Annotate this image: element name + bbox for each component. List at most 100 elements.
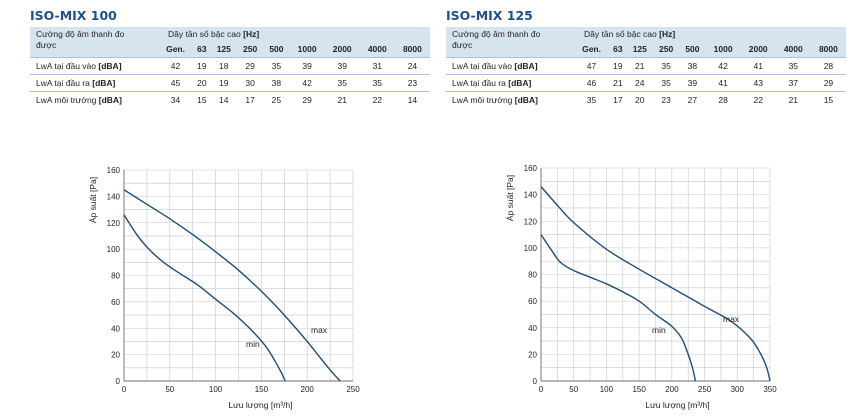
table-header-row: Cường độ âm thanh đo được Dãy tần số bậc…: [446, 27, 846, 58]
row-label-text: LwA tại đầu vào: [36, 61, 97, 71]
col-header: 8000: [394, 41, 430, 58]
series-label-min: min: [246, 339, 260, 349]
cell: 35: [359, 74, 395, 92]
cell: 19: [609, 57, 627, 75]
cell: 35: [324, 74, 360, 92]
freq-unit: [Hz]: [659, 29, 676, 39]
col-header: 2000: [324, 41, 360, 58]
row-unit: [dBA]: [98, 95, 122, 105]
sound-table: Cường độ âm thanh đo được Dãy tần số bậc…: [30, 27, 430, 108]
col-header: 500: [263, 41, 290, 58]
col-header: 250: [652, 41, 680, 58]
chart-1: 0 50 100 150 200 250 300 350 0 20 40 60 80 100 120 140 1…: [505, 164, 777, 410]
cell: 20: [626, 91, 653, 108]
col-header: Gen.: [158, 41, 194, 58]
col-header: 125: [626, 41, 653, 58]
y-tick-label: 120: [107, 219, 121, 228]
col-header: 63: [609, 41, 627, 58]
cell: 42: [705, 57, 741, 75]
cell: 42: [289, 74, 325, 92]
y-tick-label: 80: [111, 272, 120, 281]
cell: 15: [810, 91, 846, 108]
x-axis-label: Lưu lượng [m³/h]: [645, 400, 709, 410]
table-columns-row: Gen. 63 125 250 500 1000 2000 4000 8000: [30, 41, 430, 58]
x-tick-label: 200: [665, 385, 679, 394]
x-tick-label: 150: [632, 385, 646, 394]
table-columns-row: Gen. 63 125 250 500 1000 2000 4000 8000: [446, 41, 846, 58]
sound-table: Cường độ âm thanh đo được Dãy tần số bậc…: [446, 27, 846, 108]
cell: 37: [775, 74, 811, 92]
cell: 31: [359, 57, 395, 75]
col-header: 1000: [705, 41, 741, 58]
series-label-max: max: [723, 314, 740, 324]
cell: 28: [810, 57, 846, 75]
x-tick-label: 0: [122, 385, 127, 394]
row-unit: [dBA]: [514, 61, 538, 71]
y-axis-label: Áp suất [Pa]: [505, 175, 515, 221]
table-row: LwA tại đầu ra [dBA] 45 20 19 30 38 42 3…: [30, 74, 430, 92]
row-label-text: LwA tại đầu ra: [36, 78, 90, 88]
row-label: LwA môi trường [dBA]: [30, 91, 158, 108]
cell: 35: [263, 57, 290, 75]
y-tick-label: 40: [111, 324, 120, 333]
cell: 24: [394, 57, 430, 75]
cell: 45: [158, 74, 194, 92]
cell: 21: [626, 57, 653, 75]
cell: 27: [679, 91, 706, 108]
cell: 47: [574, 57, 610, 75]
chart-0: 0 50 100 150 200 250 0 20 40 60 80 100 120 140 160 Lưu …: [88, 166, 360, 410]
row-label: LwA tại đầu ra [dBA]: [30, 74, 158, 92]
x-tick-label: 50: [569, 385, 578, 394]
col-header: 8000: [810, 41, 846, 58]
row-unit: [dBA]: [508, 78, 532, 88]
series-line-min: [123, 214, 286, 382]
cell: 39: [679, 74, 706, 92]
y-tick-label: 140: [107, 192, 121, 201]
row-unit: [dBA]: [98, 61, 122, 71]
freq-title-cell: Dãy tần số bậc cao [Hz]: [574, 27, 846, 41]
cell: 22: [740, 91, 776, 108]
y-tick-label: 40: [528, 324, 537, 333]
x-axis-label: Lưu lượng [m³/h]: [228, 400, 292, 410]
table-row: LwA tại đầu ra [dBA] 46 21 24 35 39 41 4…: [446, 74, 846, 92]
x-tick-label: 100: [600, 385, 614, 394]
cell: 41: [740, 57, 776, 75]
x-tick-label: 0: [539, 385, 544, 394]
cell: 21: [775, 91, 811, 108]
col-header: Gen.: [574, 41, 610, 58]
row-label-text: LwA môi trường: [36, 95, 97, 105]
cell: 23: [652, 91, 680, 108]
col-header: 2000: [740, 41, 776, 58]
cell: 20: [193, 74, 211, 92]
cell: 18: [210, 57, 237, 75]
y-tick-label: 120: [524, 217, 538, 226]
cell: 39: [324, 57, 360, 75]
cell: 14: [394, 91, 430, 108]
cell: 38: [263, 74, 290, 92]
row-label-text: LwA môi trường: [452, 95, 513, 105]
series-line-max: [540, 186, 771, 382]
cell: 35: [652, 57, 680, 75]
row-unit: [dBA]: [514, 95, 538, 105]
x-tick-label: 50: [165, 385, 174, 394]
model-title: ISO-MIX 125: [446, 8, 533, 23]
cell: 23: [394, 74, 430, 92]
row-label: LwA tại đầu vào [dBA]: [30, 57, 158, 75]
cell: 19: [193, 57, 211, 75]
header-label-text: Cường độ âm thanh đo được: [452, 29, 541, 50]
series-label-max: max: [311, 325, 328, 335]
x-tick-label: 100: [209, 385, 223, 394]
col-header: 4000: [359, 41, 395, 58]
y-tick-label: 80: [528, 271, 537, 280]
col-header: 250: [236, 41, 264, 58]
freq-unit: [Hz]: [243, 29, 260, 39]
cell: 21: [609, 74, 627, 92]
row-label-text: LwA tại đầu ra: [452, 78, 506, 88]
cell: 28: [705, 91, 741, 108]
cell: 17: [609, 91, 627, 108]
table-row: LwA môi trường [dBA] 35 17 20 23 27 28 2…: [446, 91, 846, 108]
y-tick-label: 20: [111, 351, 120, 360]
row-label: LwA tại đầu vào [dBA]: [446, 57, 574, 75]
y-tick-label: 140: [524, 191, 538, 200]
